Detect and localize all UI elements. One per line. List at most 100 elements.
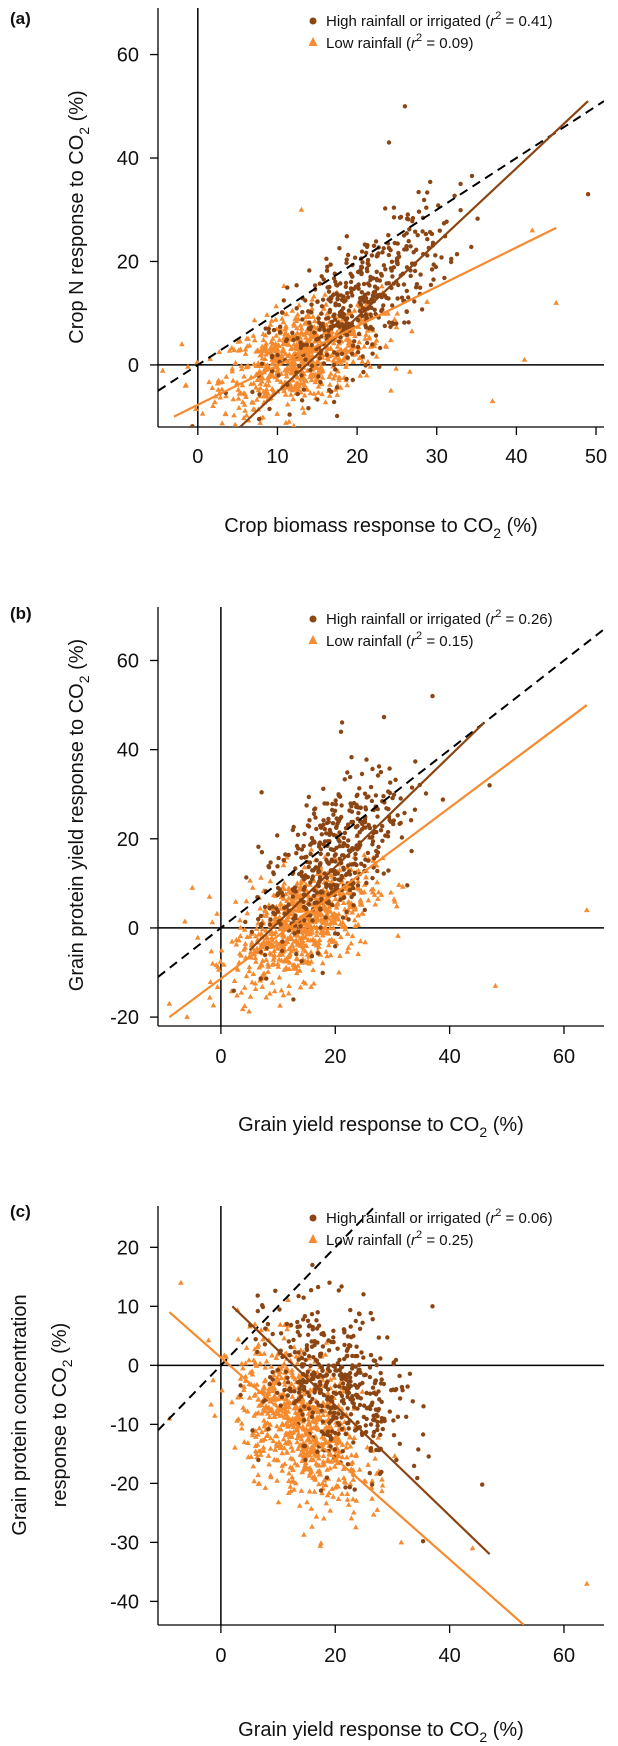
data-point-high-rainfall — [315, 1284, 321, 1290]
data-point-low-rainfall — [373, 353, 380, 359]
data-point-high-rainfall — [349, 351, 355, 356]
data-point-high-rainfall — [356, 1367, 361, 1373]
data-point-high-rainfall — [354, 1344, 359, 1349]
data-point-high-rainfall — [326, 333, 331, 338]
data-point-high-rainfall — [308, 1399, 313, 1405]
y-axis-label-2: response to CO2 (%) — [49, 1323, 75, 1508]
data-point-low-rainfall — [310, 909, 317, 915]
data-point-high-rainfall — [271, 327, 277, 333]
data-point-high-rainfall — [288, 1344, 293, 1350]
data-point-high-rainfall — [309, 302, 314, 307]
data-point-low-rainfall — [286, 1400, 293, 1406]
data-point-low-rainfall — [345, 944, 352, 950]
data-point-low-rainfall — [260, 414, 266, 420]
data-point-low-rainfall — [277, 1412, 283, 1418]
data-point-low-rainfall — [258, 1437, 264, 1443]
data-point-high-rainfall — [277, 1381, 282, 1387]
data-point-high-rainfall — [421, 197, 427, 203]
data-point-low-rainfall — [344, 1454, 350, 1460]
data-point-high-rainfall — [425, 190, 430, 195]
data-point-high-rainfall — [391, 1418, 396, 1423]
data-point-low-rainfall — [279, 315, 285, 321]
data-point-low-rainfall — [342, 924, 349, 929]
data-point-high-rainfall — [278, 1331, 284, 1336]
data-point-low-rainfall — [296, 1415, 302, 1420]
data-point-high-rainfall — [302, 918, 307, 923]
x-tick-label: 30 — [426, 446, 448, 468]
data-point-low-rainfall — [309, 1523, 315, 1529]
data-point-low-rainfall — [267, 321, 274, 327]
data-point-low-rainfall — [283, 419, 289, 425]
data-point-high-rainfall — [356, 331, 362, 337]
data-point-low-rainfall — [315, 389, 322, 395]
data-point-high-rainfall — [279, 310, 285, 315]
data-point-high-rainfall — [380, 838, 385, 843]
data-point-high-rainfall — [318, 907, 323, 912]
data-point-high-rainfall — [306, 406, 311, 411]
data-point-low-rainfall — [344, 930, 351, 936]
data-point-low-rainfall — [344, 382, 350, 388]
data-point-low-rainfall — [398, 1539, 405, 1545]
data-point-high-rainfall — [324, 1380, 330, 1386]
data-point-low-rainfall — [492, 982, 499, 988]
data-point-low-rainfall — [241, 373, 247, 379]
data-point-low-rainfall — [280, 884, 286, 889]
data-point-high-rainfall — [190, 424, 195, 427]
data-point-low-rainfall — [264, 311, 270, 317]
data-point-low-rainfall — [221, 1352, 228, 1358]
data-point-low-rainfall — [336, 1452, 342, 1458]
data-point-high-rainfall — [407, 227, 412, 232]
data-point-low-rainfall — [357, 938, 364, 944]
data-point-high-rainfall — [348, 1412, 354, 1417]
data-point-high-rainfall — [370, 1317, 375, 1322]
data-point-low-rainfall — [283, 917, 290, 923]
data-point-low-rainfall — [307, 1465, 313, 1471]
data-point-high-rainfall — [344, 1348, 350, 1354]
data-point-high-rainfall — [298, 1408, 303, 1413]
data-point-high-rainfall — [335, 297, 340, 302]
data-point-low-rainfall — [281, 1335, 287, 1341]
data-point-high-rainfall — [398, 796, 403, 801]
data-point-low-rainfall — [288, 391, 294, 397]
data-point-high-rainfall — [373, 311, 378, 317]
data-point-low-rainfall — [217, 958, 224, 964]
data-point-high-rainfall — [336, 1431, 341, 1437]
data-point-high-rainfall — [328, 262, 333, 267]
data-point-low-rainfall — [335, 916, 342, 922]
data-point-high-rainfall — [331, 1335, 336, 1340]
data-point-high-rainfall — [331, 362, 337, 368]
data-point-low-rainfall — [318, 916, 324, 922]
data-point-low-rainfall — [357, 318, 363, 324]
data-point-low-rainfall — [298, 877, 305, 883]
data-point-high-rainfall — [363, 805, 368, 810]
data-point-high-rainfall — [328, 1444, 333, 1449]
data-point-high-rainfall — [369, 1482, 375, 1487]
data-point-low-rainfall — [375, 1434, 382, 1440]
data-point-low-rainfall — [313, 1513, 320, 1519]
data-point-high-rainfall — [301, 387, 306, 392]
data-point-low-rainfall — [299, 1447, 306, 1453]
data-point-high-rainfall — [231, 451, 235, 455]
data-point-high-rainfall — [324, 831, 329, 836]
data-point-high-rainfall — [386, 233, 391, 238]
data-point-high-rainfall — [342, 830, 348, 836]
data-point-high-rainfall — [376, 844, 381, 850]
data-point-low-rainfall — [309, 305, 315, 311]
data-point-low-rainfall — [313, 1417, 320, 1422]
panel-label: (b) — [10, 604, 32, 623]
data-point-low-rainfall — [294, 1360, 301, 1366]
data-point-low-rainfall — [322, 854, 328, 859]
y-tick-label: 40 — [117, 740, 139, 762]
data-point-low-rainfall — [235, 338, 241, 344]
data-point-high-rainfall — [303, 1457, 308, 1463]
data-point-low-rainfall — [335, 1496, 342, 1501]
data-point-low-rainfall — [326, 374, 333, 379]
data-point-low-rainfall — [277, 905, 284, 911]
data-point-low-rainfall — [282, 1440, 289, 1445]
data-point-high-rainfall — [376, 764, 382, 769]
data-point-high-rainfall — [423, 791, 429, 796]
data-point-low-rainfall — [322, 399, 329, 405]
data-point-low-rainfall — [340, 919, 346, 925]
data-point-high-rainfall — [317, 862, 323, 867]
data-point-low-rainfall — [344, 361, 350, 367]
